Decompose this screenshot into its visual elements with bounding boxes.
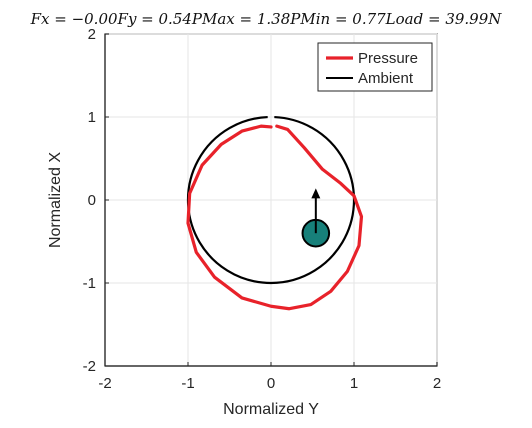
y-tick-label: -1 — [83, 275, 96, 292]
axes — [104, 33, 438, 367]
legend-label-ambient: Ambient — [358, 70, 414, 87]
legend: Pressure Ambient — [317, 42, 433, 92]
y-tick-label: 0 — [88, 192, 96, 209]
x-tick-label: 2 — [433, 375, 441, 392]
x-tick-label: 0 — [267, 375, 275, 392]
load-arrow-head — [311, 188, 321, 199]
x-tick-label: -1 — [181, 375, 194, 392]
chart-title: Fx = −0.00Fy = 0.54PMax = 1.38PMin = 0.7… — [30, 10, 503, 28]
x-tick-label: -2 — [98, 375, 111, 392]
series-layer — [186, 115, 364, 311]
y-axis-label: Normalized X — [47, 152, 64, 248]
ambient-circle — [186, 115, 356, 285]
x-tick-label: 1 — [350, 375, 358, 392]
axis-labels: -2 -1 0 1 2 -2 -1 0 1 2 Normalized Y Normalized X — [47, 26, 441, 418]
legend-box — [317, 42, 433, 92]
y-tick-label: 2 — [88, 26, 96, 43]
legend-label-pressure: Pressure — [358, 50, 418, 67]
y-tick-label: -2 — [83, 358, 96, 375]
pressure-curve — [186, 124, 364, 311]
y-tick-label: 1 — [88, 109, 96, 126]
x-axis-label: Normalized Y — [223, 401, 319, 418]
